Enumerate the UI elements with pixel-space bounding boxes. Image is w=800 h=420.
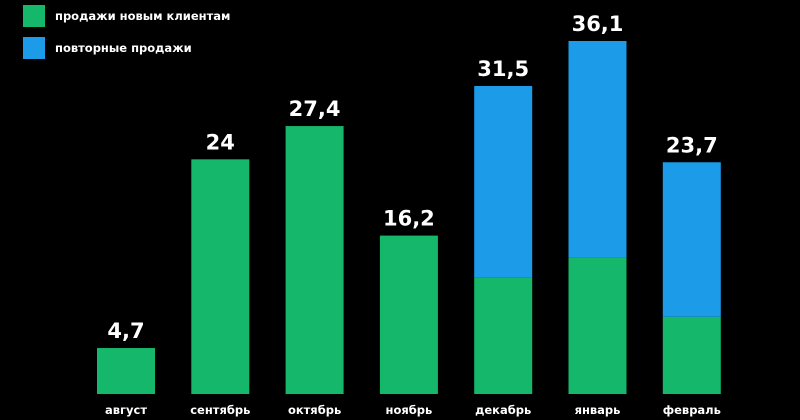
bar-new-clients-0 bbox=[97, 348, 155, 394]
x-tick-label-1: сентябрь bbox=[190, 403, 250, 417]
x-tick-label-3: ноябрь bbox=[386, 403, 433, 417]
x-tick-label-5: январь bbox=[575, 403, 621, 417]
bar-new-clients-3 bbox=[379, 235, 438, 394]
bar-new-clients-5 bbox=[568, 257, 627, 394]
bar-new-clients-4 bbox=[474, 277, 533, 394]
bar-new-clients-6 bbox=[662, 316, 721, 394]
data-label-6: 23,7 bbox=[666, 133, 718, 157]
legend-swatch-new-clients bbox=[23, 5, 45, 27]
legend-swatch-repeat-sales bbox=[23, 37, 45, 59]
bar-repeat-sales-5 bbox=[568, 41, 627, 258]
x-tick-label-2: октябрь bbox=[288, 403, 341, 417]
bar-repeat-sales-6 bbox=[662, 162, 721, 317]
data-label-1: 24 bbox=[206, 130, 235, 154]
bar-new-clients-1 bbox=[191, 159, 250, 394]
legend-item-repeat-sales: повторные продажи bbox=[23, 37, 230, 59]
x-tick-label-6: февраль bbox=[663, 403, 721, 417]
legend-label-new-clients: продажи новым клиентам bbox=[55, 9, 231, 23]
data-label-4: 31,5 bbox=[477, 57, 529, 81]
data-label-2: 27,4 bbox=[289, 97, 341, 121]
data-label-5: 36,1 bbox=[572, 12, 624, 36]
bar-new-clients-2 bbox=[285, 126, 344, 394]
data-label-3: 16,2 bbox=[383, 207, 435, 231]
data-label-0: 4,7 bbox=[107, 319, 144, 343]
legend-item-new-clients: продажи новым клиентам bbox=[23, 5, 230, 27]
x-tick-label-0: август bbox=[105, 403, 147, 417]
bar-repeat-sales-4 bbox=[474, 85, 533, 278]
legend: продажи новым клиентам повторные продажи bbox=[23, 5, 230, 69]
legend-label-repeat-sales: повторные продажи bbox=[55, 41, 192, 55]
x-tick-label-4: декабрь bbox=[475, 403, 531, 417]
